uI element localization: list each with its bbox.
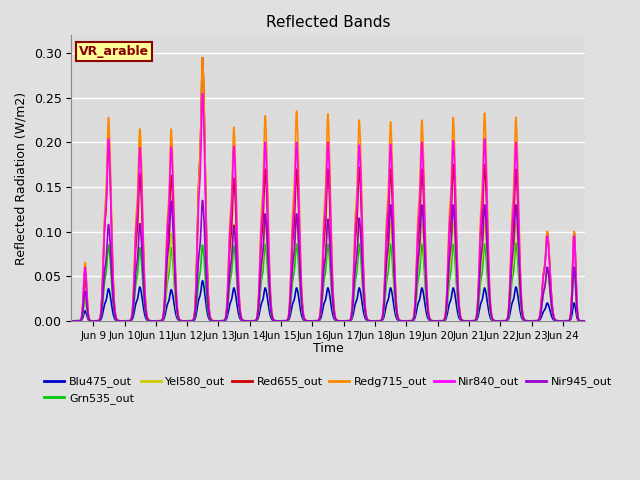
Red655_out bbox=[474, 306, 481, 312]
Nir840_out bbox=[145, 318, 153, 324]
Line: Grn535_out: Grn535_out bbox=[62, 243, 595, 321]
Yel580_out bbox=[176, 318, 184, 324]
Grn535_out bbox=[512, 240, 520, 246]
X-axis label: Time: Time bbox=[313, 342, 344, 355]
Yel580_out bbox=[591, 318, 598, 324]
Text: VR_arable: VR_arable bbox=[79, 45, 149, 58]
Red655_out bbox=[199, 55, 207, 60]
Blu475_out bbox=[474, 315, 481, 321]
Grn535_out bbox=[344, 318, 352, 324]
Redg715_out bbox=[191, 304, 199, 310]
Grn535_out bbox=[73, 318, 81, 324]
Yel580_out bbox=[474, 311, 481, 316]
Redg715_out bbox=[199, 55, 207, 60]
Nir945_out bbox=[191, 312, 199, 317]
Red655_out bbox=[58, 318, 66, 324]
Nir840_out bbox=[591, 318, 598, 324]
Red655_out bbox=[191, 304, 199, 310]
Legend: Blu475_out, Grn535_out, Yel580_out, Red655_out, Redg715_out, Nir840_out, Nir945_: Blu475_out, Grn535_out, Yel580_out, Red6… bbox=[40, 372, 616, 408]
Nir945_out bbox=[58, 318, 66, 324]
Blu475_out bbox=[591, 318, 598, 324]
Grn535_out bbox=[145, 318, 153, 324]
Grn535_out bbox=[58, 318, 66, 324]
Yel580_out bbox=[58, 318, 66, 324]
Nir840_out bbox=[474, 304, 481, 310]
Grn535_out bbox=[191, 314, 199, 320]
Nir840_out bbox=[191, 306, 199, 312]
Nir840_out bbox=[344, 318, 352, 324]
Title: Reflected Bands: Reflected Bands bbox=[266, 15, 390, 30]
Yel580_out bbox=[344, 318, 352, 324]
Line: Red655_out: Red655_out bbox=[62, 58, 595, 321]
Redg715_out bbox=[73, 318, 81, 324]
Line: Nir840_out: Nir840_out bbox=[62, 93, 595, 321]
Yel580_out bbox=[199, 55, 207, 60]
Yel580_out bbox=[191, 304, 199, 310]
Nir945_out bbox=[344, 318, 352, 324]
Grn535_out bbox=[474, 314, 481, 320]
Nir945_out bbox=[474, 309, 481, 315]
Blu475_out bbox=[58, 318, 66, 324]
Blu475_out bbox=[199, 278, 207, 284]
Redg715_out bbox=[344, 318, 352, 324]
Yel580_out bbox=[145, 318, 153, 324]
Red655_out bbox=[145, 318, 153, 324]
Blu475_out bbox=[176, 318, 184, 324]
Nir840_out bbox=[58, 318, 66, 324]
Redg715_out bbox=[591, 318, 598, 324]
Yel580_out bbox=[73, 318, 81, 324]
Line: Yel580_out: Yel580_out bbox=[62, 58, 595, 321]
Line: Nir945_out: Nir945_out bbox=[62, 200, 595, 321]
Nir840_out bbox=[73, 318, 81, 324]
Blu475_out bbox=[145, 318, 153, 324]
Redg715_out bbox=[474, 302, 481, 308]
Nir945_out bbox=[591, 318, 598, 324]
Redg715_out bbox=[176, 317, 184, 323]
Grn535_out bbox=[591, 318, 598, 324]
Blu475_out bbox=[191, 316, 199, 322]
Nir840_out bbox=[176, 317, 184, 323]
Nir840_out bbox=[199, 90, 207, 96]
Line: Blu475_out: Blu475_out bbox=[62, 281, 595, 321]
Redg715_out bbox=[58, 318, 66, 324]
Blu475_out bbox=[344, 318, 352, 324]
Redg715_out bbox=[145, 318, 153, 324]
Red655_out bbox=[73, 318, 81, 324]
Red655_out bbox=[176, 317, 184, 323]
Red655_out bbox=[344, 318, 352, 324]
Nir945_out bbox=[73, 318, 81, 324]
Nir945_out bbox=[176, 318, 184, 324]
Y-axis label: Reflected Radiation (W/m2): Reflected Radiation (W/m2) bbox=[15, 92, 28, 264]
Blu475_out bbox=[73, 318, 81, 324]
Line: Redg715_out: Redg715_out bbox=[62, 58, 595, 321]
Red655_out bbox=[591, 318, 598, 324]
Nir945_out bbox=[145, 318, 153, 324]
Nir945_out bbox=[199, 197, 207, 203]
Grn535_out bbox=[176, 318, 184, 324]
